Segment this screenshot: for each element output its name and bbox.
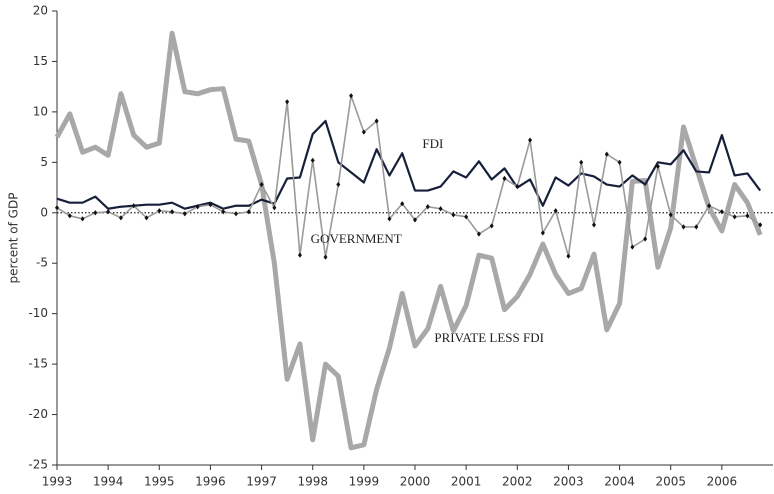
series-marker: [732, 214, 737, 220]
series-marker: [323, 254, 328, 260]
series-marker: [310, 157, 315, 163]
x-tick-label: 2005: [655, 475, 686, 489]
x-tick-label: 2000: [400, 475, 431, 489]
series-marker: [540, 230, 545, 236]
series-marker: [144, 215, 149, 221]
series-marker: [246, 209, 251, 215]
series-marker: [93, 210, 98, 216]
x-tick-label: 1993: [42, 475, 73, 489]
series-marker: [566, 253, 571, 259]
series-marker: [758, 222, 763, 228]
annotation: GOVERNMENT: [311, 231, 402, 246]
series-marker: [630, 244, 635, 250]
series-marker: [349, 93, 354, 99]
series-marker: [681, 224, 686, 230]
series-line: [56, 94, 761, 258]
series-marker: [55, 205, 59, 211]
series-marker: [285, 99, 290, 105]
x-tick-label: 2001: [451, 475, 482, 489]
y-tick-label: 20: [33, 4, 48, 18]
x-tick-label: 2003: [553, 475, 584, 489]
series-marker: [668, 212, 673, 218]
y-tick-label: -20: [28, 407, 48, 421]
y-tick-label: -10: [28, 306, 48, 320]
series-marker: [297, 252, 302, 258]
series-marker: [106, 209, 111, 215]
series-marker: [131, 203, 136, 209]
series-marker: [451, 212, 456, 218]
series-marker: [528, 137, 533, 143]
x-tick-label: 1999: [349, 475, 380, 489]
series-marker: [464, 214, 469, 220]
y-tick-label: 5: [40, 155, 48, 169]
x-tick-label: 1996: [195, 475, 226, 489]
series-marker: [707, 203, 712, 209]
series-marker: [272, 205, 277, 211]
series-marker: [425, 204, 430, 210]
series-marker: [118, 215, 123, 221]
series-marker: [655, 163, 660, 169]
series-marker: [208, 202, 213, 208]
y-tick-label: -15: [28, 357, 48, 371]
x-tick-label: 1997: [246, 475, 277, 489]
series-marker: [553, 208, 558, 214]
x-tick-label: 1998: [297, 475, 328, 489]
series-marker: [592, 222, 596, 228]
series-marker: [643, 236, 648, 242]
series-marker: [336, 181, 341, 188]
series-marker: [489, 223, 494, 229]
annotation: PRIVATE LESS FDI: [434, 330, 544, 345]
series-marker: [694, 224, 699, 230]
y-tick-label: -25: [28, 458, 48, 472]
x-tick-label: 1994: [93, 475, 124, 489]
series-marker: [400, 201, 405, 207]
x-tick-label: 1995: [144, 475, 175, 489]
annotation: FDI: [422, 136, 443, 151]
series-marker: [579, 159, 584, 165]
y-tick-label: -5: [36, 256, 48, 270]
series-marker: [745, 213, 750, 219]
x-tick-label: 2002: [502, 475, 533, 489]
series-marker: [604, 151, 609, 157]
series-marker: [221, 209, 226, 215]
y-tick-label: 15: [33, 54, 48, 68]
series-marker: [361, 129, 366, 135]
y-tick-label: 10: [33, 104, 48, 118]
series-marker: [157, 208, 162, 214]
series-marker: [515, 183, 520, 190]
series-marker: [67, 213, 72, 219]
series-marker: [387, 216, 392, 222]
series-line: [54, 30, 763, 451]
series-marker: [719, 209, 724, 215]
series-marker: [259, 181, 264, 188]
series-marker: [182, 211, 187, 217]
y-axis-label: percent of GDP: [7, 193, 21, 284]
series-marker: [413, 217, 417, 223]
x-tick-label: 2006: [707, 475, 738, 489]
series-line: [56, 119, 762, 210]
series-marker: [438, 206, 443, 212]
series-marker: [234, 211, 238, 217]
series-marker: [80, 216, 85, 222]
y-tick-label: 0: [40, 205, 48, 219]
x-tick-label: 2004: [604, 475, 635, 489]
series-marker: [374, 118, 379, 124]
series-marker: [476, 231, 481, 237]
series-marker: [195, 204, 200, 210]
series-marker: [170, 209, 175, 215]
series-marker: [617, 159, 622, 165]
series-marker: [502, 175, 507, 182]
